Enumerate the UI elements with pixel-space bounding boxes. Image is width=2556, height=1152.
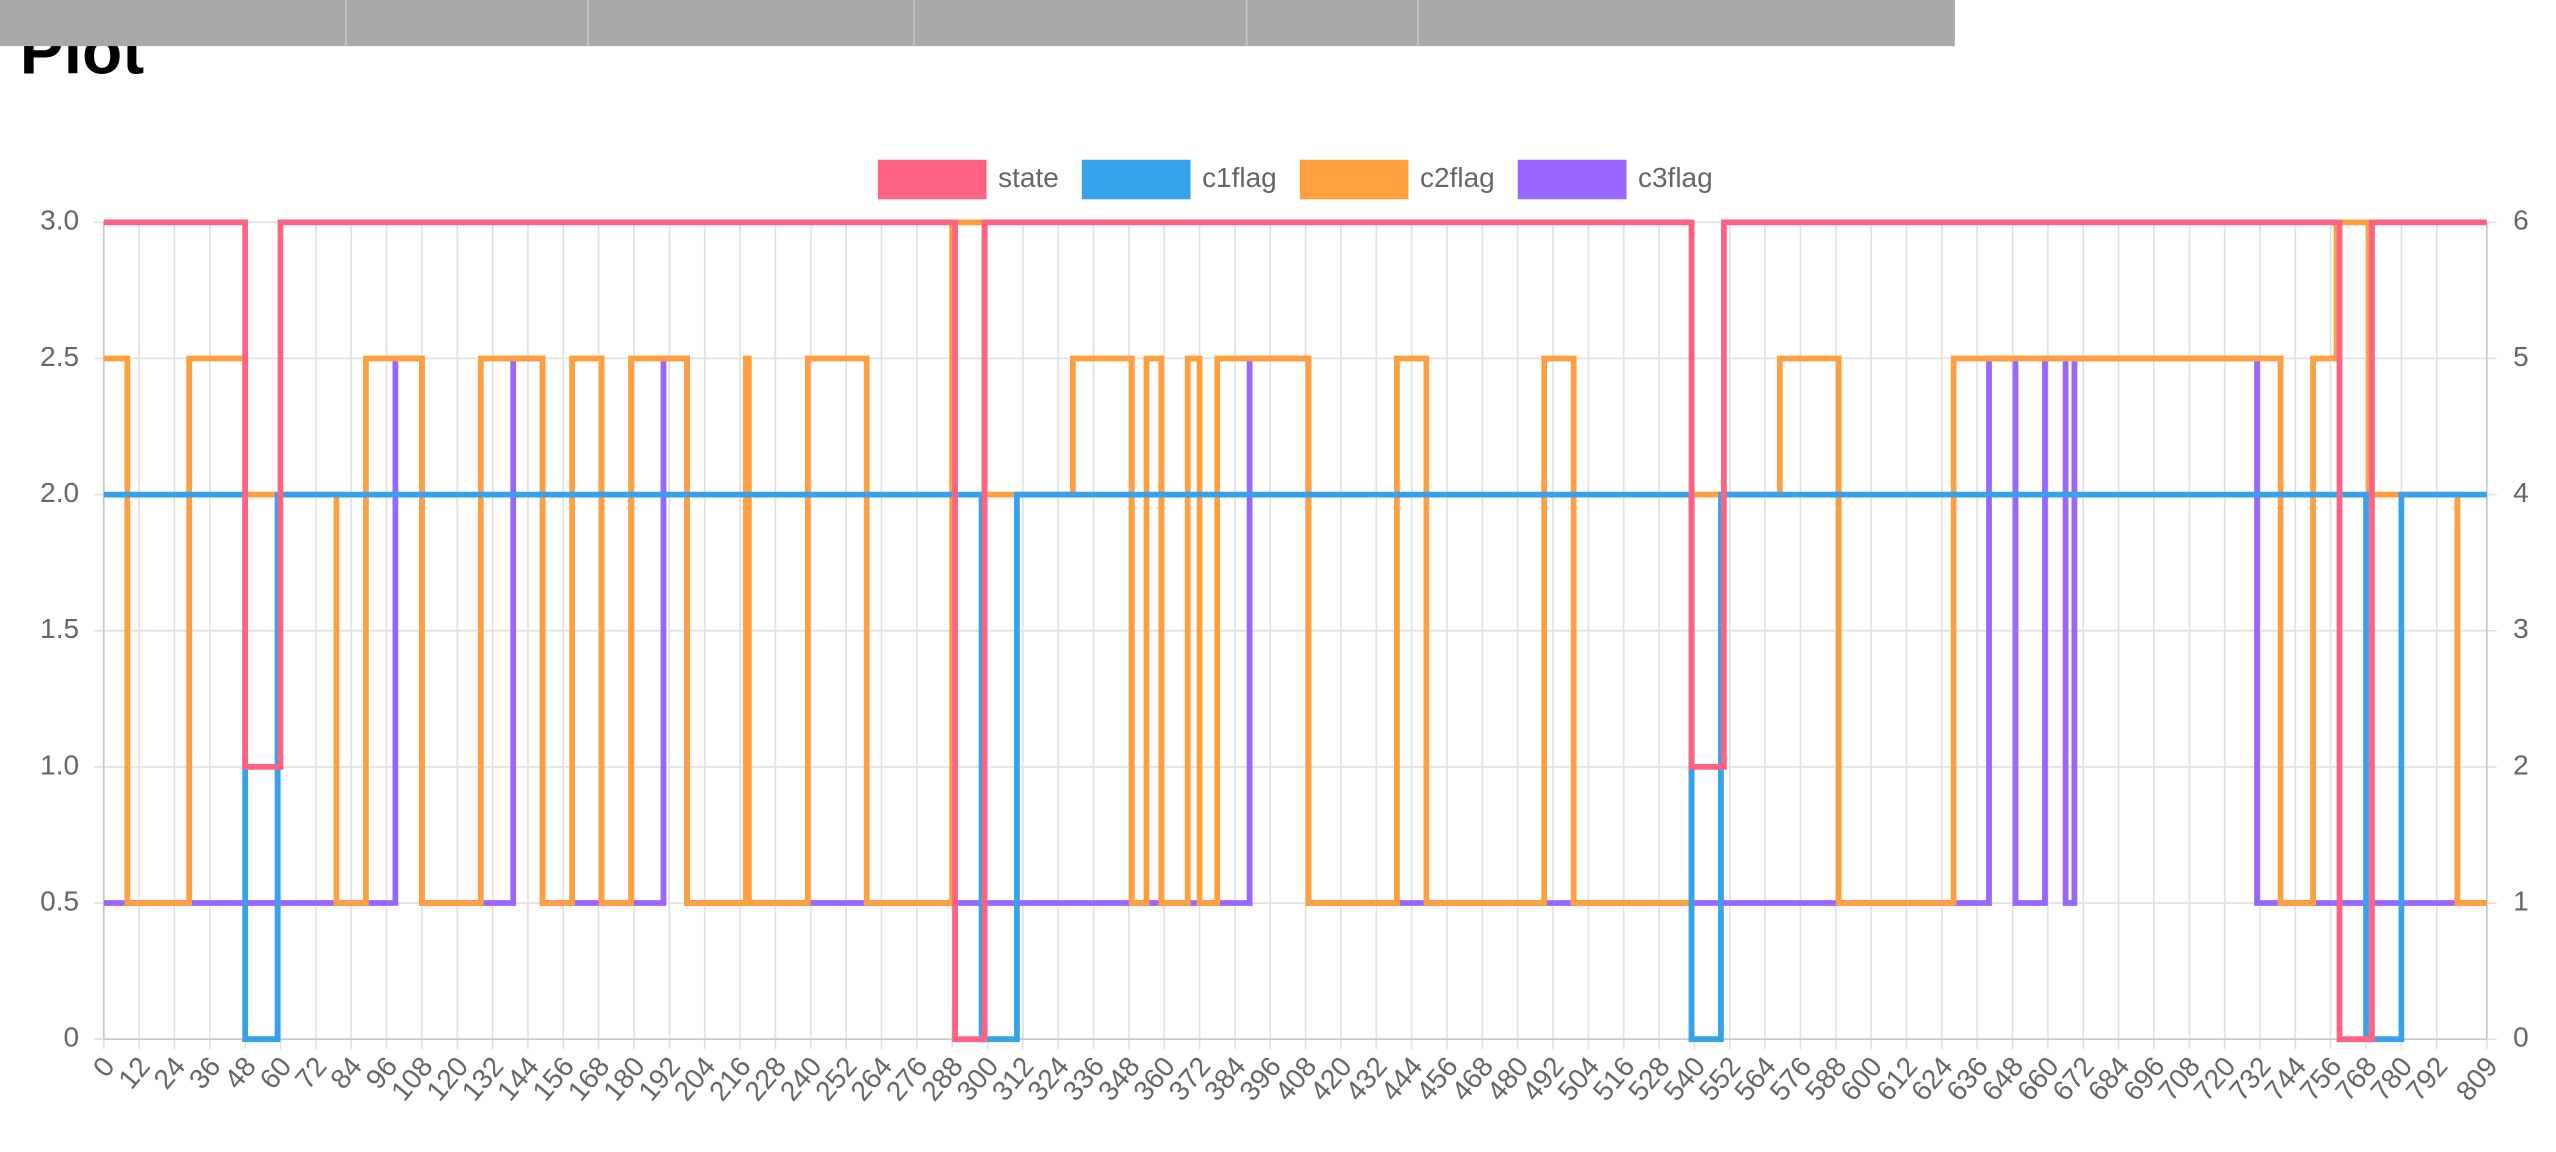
series-line <box>103 219 2487 906</box>
legend-swatch <box>877 159 987 200</box>
legend-label: state <box>998 162 1059 193</box>
y2-tick-label: 3 <box>2513 613 2529 644</box>
legend-swatch <box>1081 159 1191 200</box>
x-tick-label: 792 <box>2400 1051 2454 1107</box>
y-tick-label: 3.0 <box>40 205 79 236</box>
y2-tick-label: 6 <box>2513 205 2529 236</box>
toolbar-bg <box>0 0 1955 47</box>
y-tick-label: 0.5 <box>40 885 79 916</box>
series-line <box>103 219 2487 1043</box>
y-tick-label: 2.5 <box>40 341 79 372</box>
y-tick-label: 0 <box>63 1022 79 1053</box>
legend-label: c2flag <box>1420 162 1495 193</box>
x-tick-label: 809 <box>2450 1051 2504 1107</box>
y2-tick-label: 4 <box>2513 477 2529 508</box>
legend: state c1flag c2flag c3flag <box>877 159 1713 200</box>
legend-swatch <box>1517 159 1627 200</box>
legend-label: c1flag <box>1202 162 1277 193</box>
y2-tick-label: 1 <box>2513 885 2529 916</box>
legend-swatch <box>1299 159 1409 200</box>
legend-label: c3flag <box>1638 162 1713 193</box>
y2-tick-label: 0 <box>2513 1022 2529 1053</box>
y-tick-label: 2.0 <box>40 477 79 508</box>
y-tick-label: 1.0 <box>40 749 79 780</box>
y-tick-label: 1.5 <box>40 613 79 644</box>
toolbar <box>0 0 1955 47</box>
y2-tick-label: 5 <box>2513 341 2529 372</box>
y2-tick-label: 2 <box>2513 749 2529 780</box>
